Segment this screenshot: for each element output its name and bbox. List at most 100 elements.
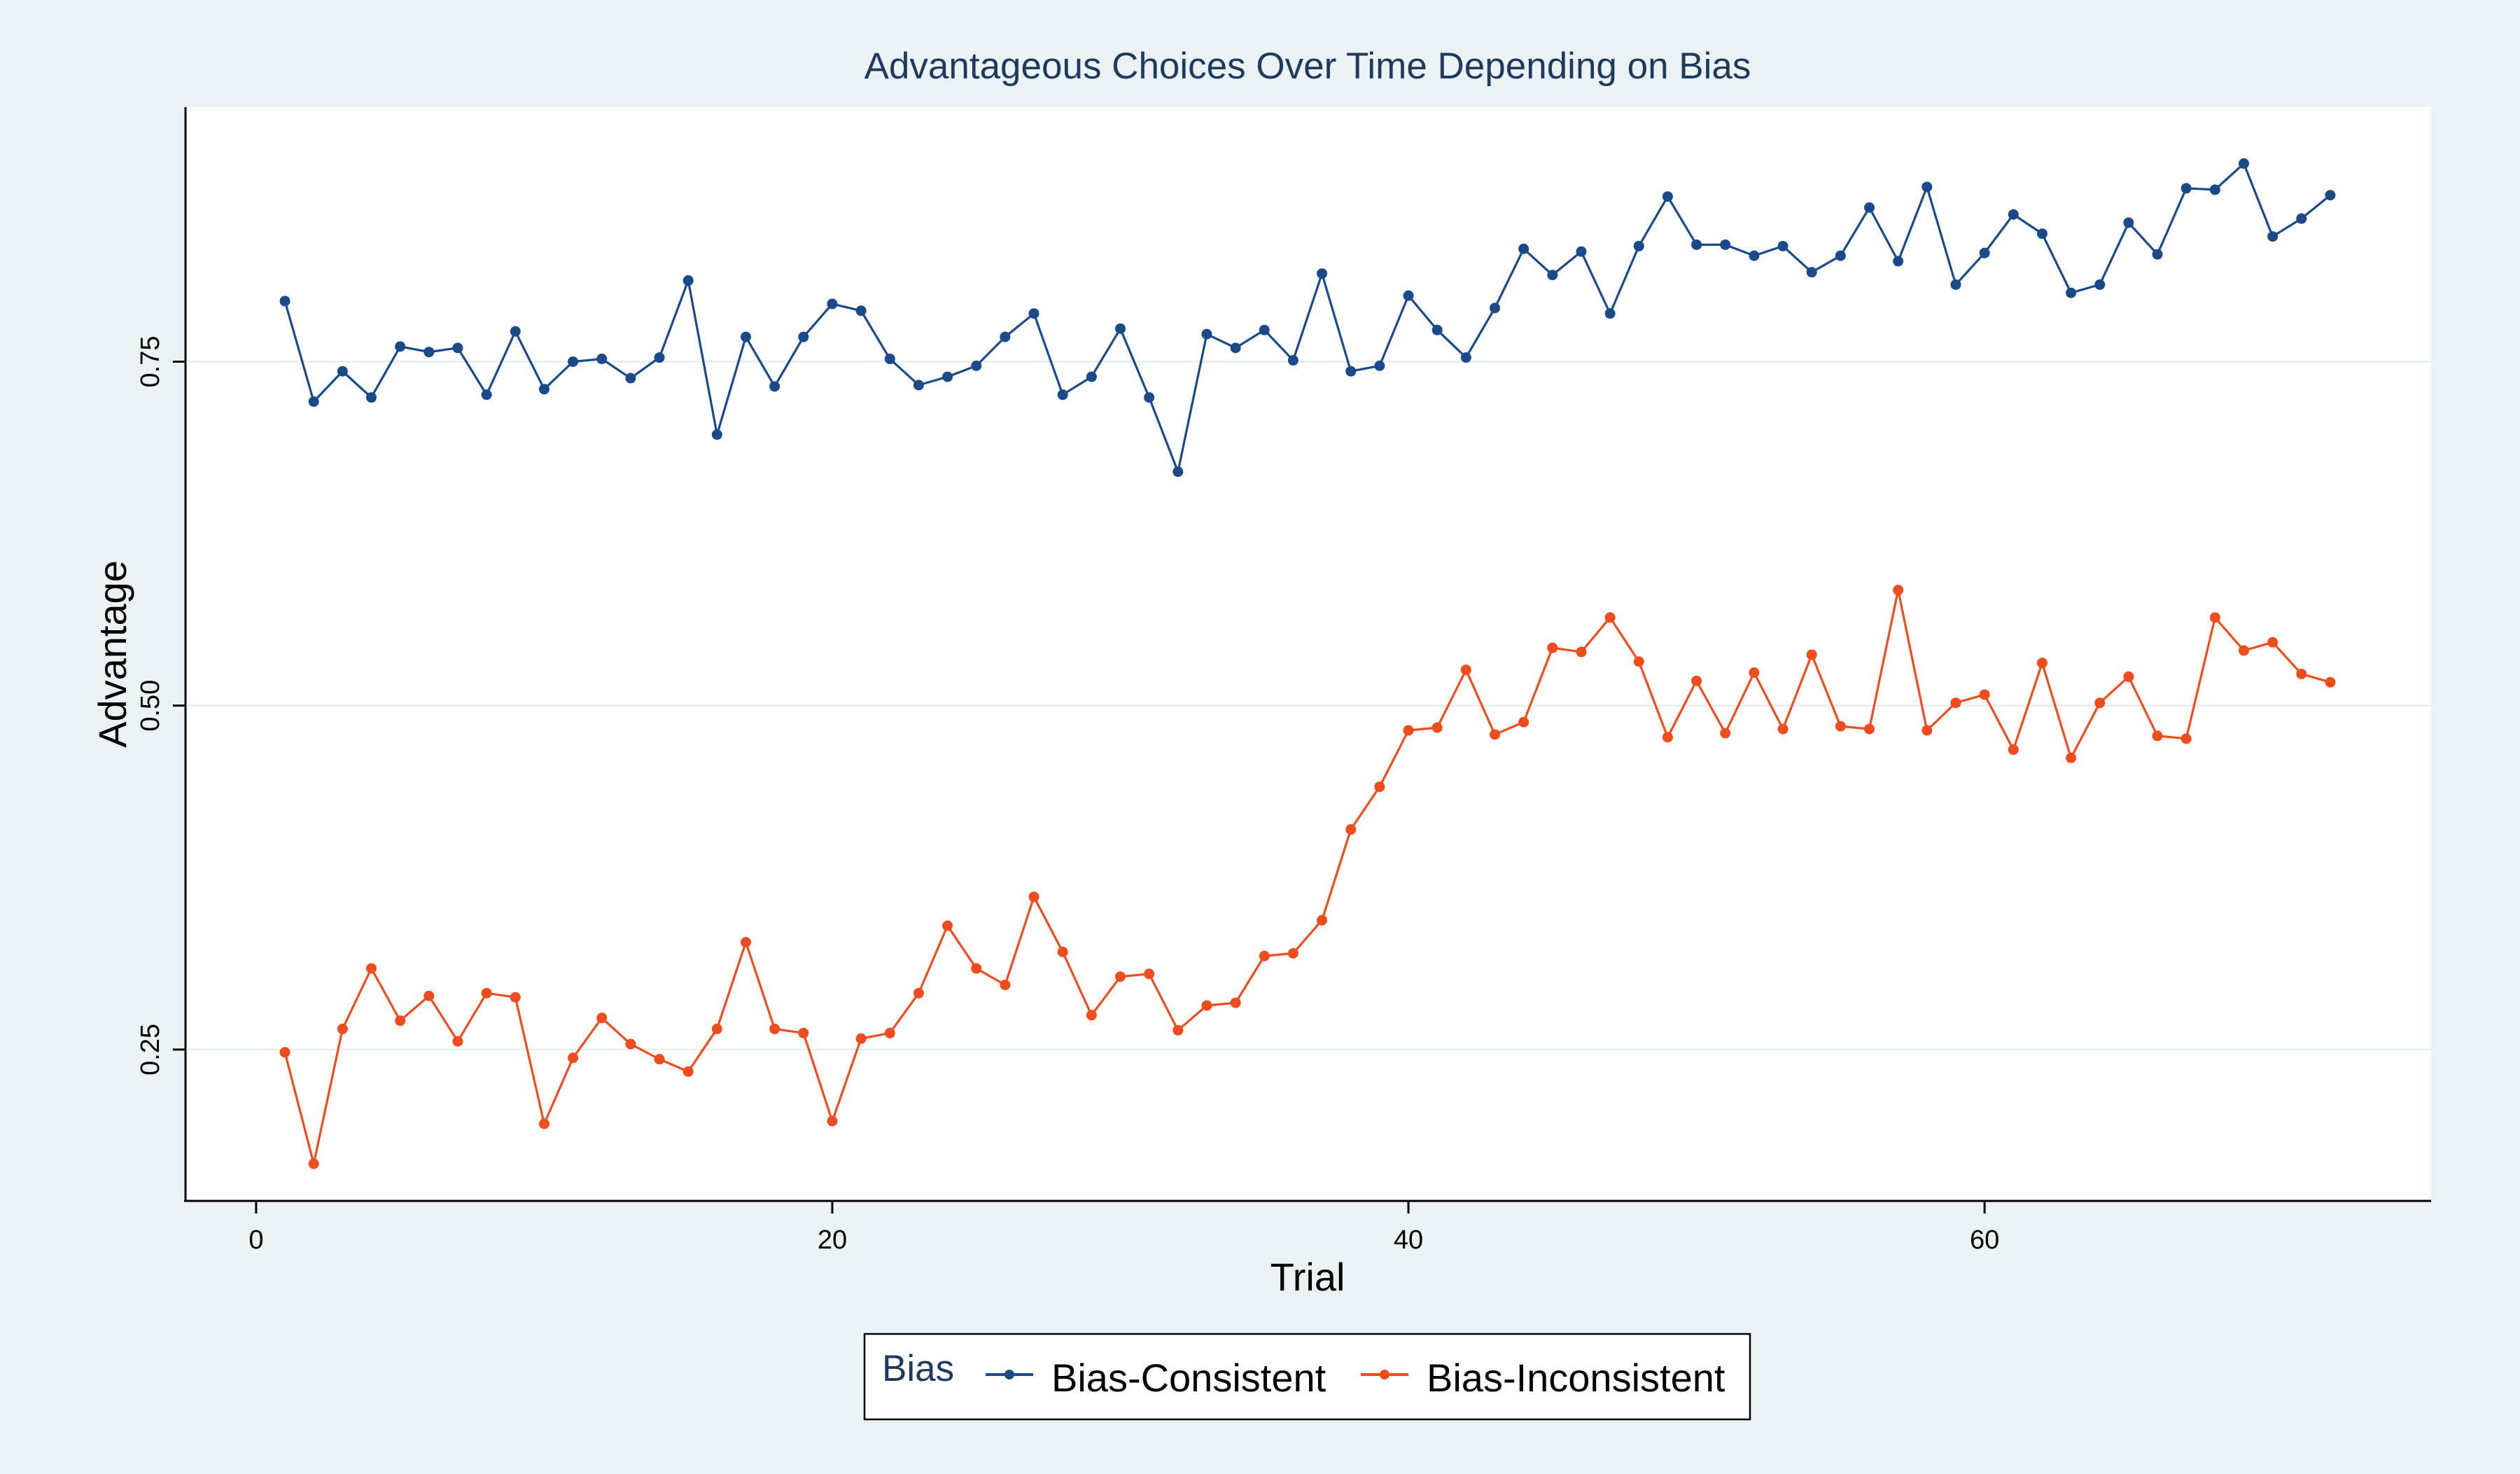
series-bias-consistent (279, 158, 2336, 478)
data-point-bias-consistent (1460, 352, 1471, 363)
data-point-bias-consistent (2180, 183, 2192, 194)
data-point-bias-consistent (2209, 184, 2220, 195)
data-point-bias-inconsistent (2296, 668, 2307, 679)
data-point-bias-inconsistent (1172, 1024, 1184, 1036)
data-point-bias-inconsistent (1086, 1010, 1097, 1021)
data-point-bias-inconsistent (1950, 697, 1961, 709)
data-point-bias-inconsistent (2036, 658, 2047, 669)
data-point-bias-inconsistent (1720, 728, 1731, 739)
data-point-bias-consistent (2066, 287, 2077, 298)
data-point-bias-consistent (1000, 331, 1011, 342)
data-point-bias-inconsistent (366, 963, 377, 974)
data-point-bias-consistent (1576, 246, 1587, 257)
data-point-bias-consistent (538, 384, 550, 395)
data-point-bias-consistent (481, 389, 492, 401)
data-point-bias-inconsistent (1662, 732, 1673, 743)
series-line-bias-inconsistent (284, 589, 2331, 1165)
data-point-bias-consistent (625, 373, 636, 384)
data-point-bias-inconsistent (1921, 725, 1933, 736)
data-point-bias-consistent (913, 380, 924, 391)
data-point-bias-consistent (1691, 239, 1702, 250)
x-tick-label: 60 (1970, 1225, 1999, 1255)
data-point-bias-consistent (1777, 240, 1788, 251)
data-point-bias-inconsistent (1287, 947, 1298, 959)
data-point-bias-consistent (1057, 389, 1068, 401)
data-point-bias-inconsistent (741, 937, 751, 948)
data-point-bias-consistent (1115, 323, 1126, 334)
data-point-bias-consistent (769, 381, 780, 392)
data-point-bias-inconsistent (2123, 671, 2134, 682)
data-point-bias-consistent (1720, 239, 1731, 250)
x-tick-label: 0 (248, 1225, 263, 1255)
data-point-bias-consistent (1144, 392, 1155, 403)
data-point-bias-inconsistent (1345, 824, 1357, 835)
data-point-bias-inconsistent (884, 1027, 895, 1038)
legend-item-bias-inconsistent: Bias-Inconsistent (1361, 1356, 1726, 1400)
data-point-bias-inconsistent (913, 987, 924, 999)
data-point-bias-consistent (1749, 250, 1760, 261)
data-point-bias-inconsistent (2008, 744, 2019, 756)
data-point-bias-consistent (942, 371, 953, 382)
data-point-bias-inconsistent (1691, 675, 1702, 686)
data-point-bias-inconsistent (654, 1054, 665, 1065)
data-point-bias-consistent (1259, 324, 1270, 335)
data-point-bias-consistent (2008, 209, 2019, 220)
data-point-bias-inconsistent (1230, 997, 1241, 1008)
data-point-bias-inconsistent (682, 1066, 694, 1077)
legend-marker-bias-consistent (1004, 1370, 1014, 1379)
data-point-bias-consistent (452, 342, 463, 354)
data-point-bias-consistent (2152, 249, 2163, 260)
data-point-bias-consistent (1921, 181, 1933, 193)
data-point-bias-consistent (1345, 366, 1357, 377)
y-tick-label: 0.75 (136, 335, 165, 387)
legend-box (863, 1333, 1751, 1421)
data-point-bias-consistent (711, 429, 722, 440)
data-point-bias-inconsistent (1374, 781, 1385, 793)
data-point-bias-inconsistent (1057, 946, 1068, 957)
data-point-bias-consistent (1403, 290, 1414, 301)
data-point-bias-inconsistent (568, 1052, 579, 1064)
data-point-bias-inconsistent (1777, 723, 1788, 735)
data-point-bias-inconsistent (2325, 676, 2336, 688)
data-point-bias-inconsistent (279, 1047, 290, 1058)
data-point-bias-consistent (1287, 355, 1298, 366)
data-point-bias-consistent (1864, 202, 1875, 213)
data-point-bias-inconsistent (1979, 689, 1990, 700)
x-axis-label: Trial (1270, 1255, 1345, 1299)
data-point-bias-consistent (1950, 279, 1961, 290)
data-point-bias-inconsistent (1547, 642, 1558, 653)
data-point-bias-consistent (1979, 247, 1990, 258)
data-point-bias-consistent (1633, 240, 1644, 251)
data-point-bias-consistent (2036, 228, 2047, 239)
data-point-bias-inconsistent (1749, 667, 1760, 679)
data-point-bias-consistent (971, 360, 982, 371)
data-point-bias-consistent (798, 331, 809, 342)
data-point-bias-consistent (568, 356, 579, 367)
x-tick-label: 40 (1394, 1225, 1423, 1255)
data-point-bias-inconsistent (2239, 645, 2249, 656)
data-point-bias-inconsistent (1835, 721, 1846, 732)
legend: Bias Bias-Consistent Bias-Inconsistent (863, 1333, 1751, 1421)
data-point-bias-consistent (1518, 243, 1530, 254)
axis-ticks: 0.25 0.50 0.75 0 20 40 60 (136, 335, 1999, 1255)
data-point-bias-consistent (1604, 308, 1616, 319)
y-tick-label: 0.50 (136, 680, 165, 732)
data-point-bias-inconsistent (395, 1015, 406, 1027)
data-point-bias-consistent (884, 354, 895, 365)
data-point-bias-consistent (1662, 191, 1673, 202)
data-point-bias-inconsistent (1460, 665, 1471, 676)
data-point-bias-inconsistent (1317, 915, 1328, 926)
data-point-bias-inconsistent (1259, 950, 1270, 961)
data-point-bias-inconsistent (1403, 725, 1414, 736)
data-point-bias-consistent (741, 331, 751, 342)
data-point-bias-consistent (827, 298, 838, 310)
data-point-bias-inconsistent (1864, 723, 1875, 735)
data-point-bias-consistent (1490, 303, 1500, 314)
data-point-bias-consistent (337, 366, 348, 377)
data-point-bias-consistent (1893, 256, 1904, 267)
series-bias-inconsistent (279, 585, 2336, 1169)
data-point-bias-inconsistent (2180, 733, 2192, 744)
data-point-bias-inconsistent (1115, 971, 1126, 982)
